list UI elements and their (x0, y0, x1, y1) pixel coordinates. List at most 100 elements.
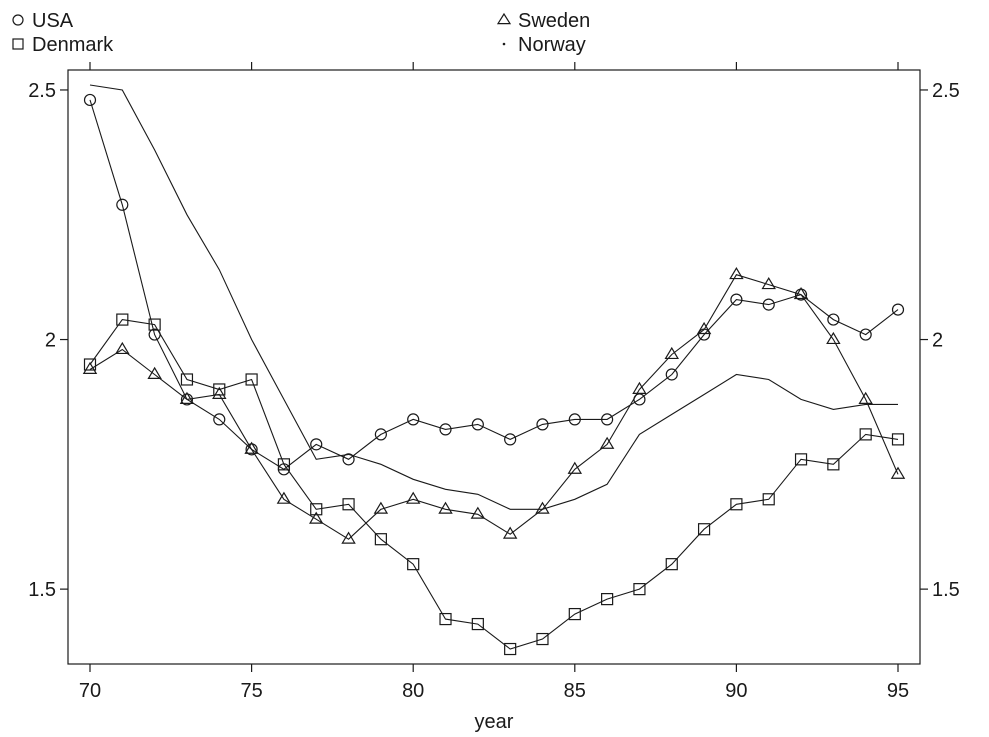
plot-frame (67, 69, 921, 665)
y-tick-label-right-1.5: 1.5 (932, 579, 960, 601)
legend-label-sweden: Sweden (518, 10, 590, 32)
point-denmark-83 (504, 642, 517, 656)
point-denmark-94 (859, 428, 872, 441)
point-denmark-88 (665, 558, 678, 571)
point-usa-70 (83, 93, 97, 107)
x-tick-label-85: 85 (564, 680, 586, 702)
point-sweden-91 (761, 276, 776, 290)
series-line-denmark (89, 319, 899, 650)
point-denmark-77 (310, 503, 323, 516)
point-sweden-82 (470, 506, 486, 519)
point-usa-79 (374, 428, 387, 441)
point-usa-85 (568, 413, 581, 426)
point-sweden-71 (115, 341, 130, 355)
series-denmark (83, 313, 905, 656)
x-tick-label-80: 80 (402, 680, 424, 702)
point-sweden-88 (664, 346, 679, 360)
series-usa (83, 93, 905, 476)
point-sweden-73 (179, 391, 195, 404)
series-sweden (82, 266, 906, 544)
point-sweden-76 (276, 491, 292, 504)
point-sweden-85 (567, 461, 583, 474)
point-denmark-79 (374, 533, 387, 546)
legend-marker-sweden (496, 12, 512, 25)
legend-label-denmark: Denmark (32, 34, 114, 56)
series-line-usa (89, 99, 899, 470)
point-usa-78 (342, 453, 355, 466)
legend-marker-denmark (12, 38, 24, 50)
point-usa-94 (859, 328, 872, 341)
point-denmark-91 (762, 493, 775, 506)
point-sweden-78 (341, 531, 356, 544)
point-denmark-86 (601, 593, 614, 606)
point-denmark-72 (148, 318, 161, 331)
legend-label-usa: USA (32, 10, 74, 32)
point-denmark-81 (439, 612, 452, 626)
point-usa-77 (310, 438, 323, 451)
point-sweden-77 (309, 511, 324, 524)
point-sweden-87 (632, 381, 647, 394)
point-usa-86 (601, 413, 614, 426)
y-tick-label-left-2: 2 (45, 330, 56, 352)
x-axis-label: year (475, 711, 514, 733)
y-tick-label-right-2: 2 (932, 330, 943, 352)
axis-ticks: 70 75 80 85 90 95 1.5 1.5 2 2 2.5 2.5 (28, 62, 960, 702)
x-tick-label-75: 75 (240, 680, 262, 702)
y-tick-label-right-2.5: 2.5 (932, 80, 960, 102)
x-tick-label-90: 90 (725, 680, 747, 702)
point-sweden-90 (729, 266, 744, 280)
point-usa-71 (116, 198, 129, 211)
point-usa-90 (730, 293, 743, 306)
series-norway (89, 84, 898, 510)
point-sweden-93 (826, 331, 841, 345)
point-sweden-94 (858, 391, 873, 404)
point-usa-88 (665, 368, 678, 381)
point-denmark-78 (342, 498, 355, 511)
point-sweden-79 (373, 501, 389, 514)
x-tick-label-95: 95 (887, 680, 909, 702)
point-usa-82 (471, 418, 484, 431)
point-denmark-73 (180, 373, 194, 386)
series-layer (82, 84, 906, 656)
point-sweden-80 (405, 491, 421, 504)
point-denmark-85 (568, 607, 581, 621)
point-usa-83 (504, 433, 517, 446)
legend-label-norway: Norway (518, 34, 586, 56)
series-line-sweden (89, 274, 899, 540)
x-tick-label-70: 70 (79, 680, 101, 702)
series-line-norway (89, 84, 898, 510)
legend-marker-norway (502, 42, 506, 46)
point-denmark-71 (116, 313, 129, 326)
point-usa-84 (536, 418, 549, 431)
point-denmark-82 (471, 617, 484, 631)
point-denmark-95 (891, 433, 905, 446)
point-sweden-95 (890, 466, 906, 479)
point-denmark-70 (83, 358, 97, 371)
y-tick-label-left-1.5: 1.5 (28, 579, 56, 601)
point-denmark-89 (697, 523, 711, 536)
point-denmark-90 (730, 498, 743, 511)
point-sweden-74 (212, 386, 227, 399)
point-usa-91 (762, 298, 775, 311)
point-usa-80 (407, 413, 420, 426)
point-sweden-89 (696, 321, 712, 335)
point-denmark-92 (794, 453, 808, 466)
point-sweden-83 (502, 526, 518, 539)
point-denmark-84 (536, 632, 549, 646)
point-denmark-75 (245, 373, 258, 386)
point-sweden-81 (438, 501, 453, 514)
point-denmark-76 (277, 458, 291, 471)
point-denmark-87 (633, 583, 646, 596)
point-usa-81 (439, 423, 452, 436)
point-usa-95 (891, 303, 905, 316)
point-sweden-75 (244, 441, 259, 454)
point-denmark-93 (827, 458, 840, 471)
y-tick-label-left-2.5: 2.5 (28, 80, 56, 102)
point-denmark-80 (407, 558, 420, 571)
point-sweden-70 (82, 361, 98, 374)
point-sweden-92 (793, 286, 809, 300)
legend-marker-usa (12, 14, 24, 26)
point-sweden-86 (599, 436, 615, 449)
